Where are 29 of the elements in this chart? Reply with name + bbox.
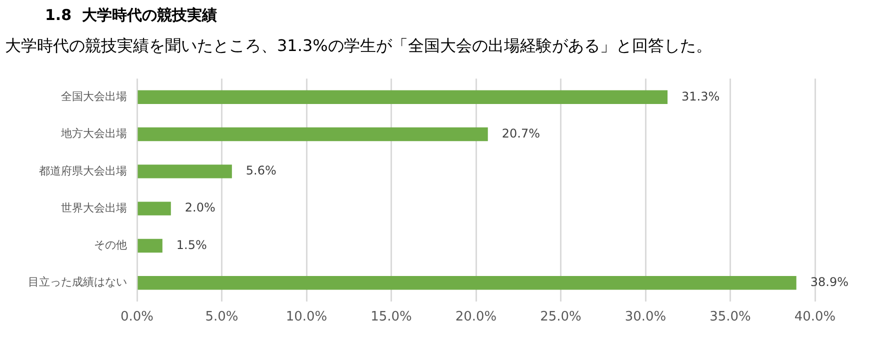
data-label: 5.6%	[246, 164, 276, 178]
bar	[138, 90, 668, 104]
chart-title: 1.8 大学時代の競技実績	[45, 6, 218, 25]
x-tick-label: 5.0%	[205, 310, 238, 325]
bar	[138, 276, 796, 290]
x-tick-label: 25.0%	[540, 310, 582, 325]
data-label: 20.7%	[502, 126, 540, 140]
bar	[138, 164, 232, 178]
x-tick-label: 40.0%	[794, 310, 836, 325]
data-label: 38.9%	[810, 274, 848, 289]
x-tick-label: 0.0%	[120, 310, 154, 325]
bar	[138, 202, 171, 216]
y-tick-label: 世界大会出場	[61, 201, 127, 214]
x-tick-label: 30.0%	[624, 310, 666, 325]
x-tick-label: 10.0%	[286, 310, 328, 325]
chart-subtitle: 大学時代の競技実績を聞いたところ、31.3%の学生が「全国大会の出場経験がある」と回答した。	[5, 36, 712, 57]
data-label: 1.5%	[176, 238, 207, 252]
y-tick-label: 都道府県大会出場	[39, 164, 127, 178]
bar	[138, 238, 162, 253]
y-tick-label: その他	[94, 238, 127, 252]
data-label: 2.0%	[184, 200, 216, 215]
y-tick-label: 全国大会出場	[61, 90, 127, 104]
x-tick-label: 35.0%	[710, 310, 751, 325]
y-tick-label: 地方大会出場	[60, 127, 127, 140]
y-tick-label: 目立った成績はない	[28, 276, 127, 289]
x-tick-label: 15.0%	[370, 310, 412, 325]
data-label: 31.3%	[682, 89, 720, 104]
x-tick-label: 20.0%	[455, 310, 497, 325]
bar	[138, 127, 488, 142]
